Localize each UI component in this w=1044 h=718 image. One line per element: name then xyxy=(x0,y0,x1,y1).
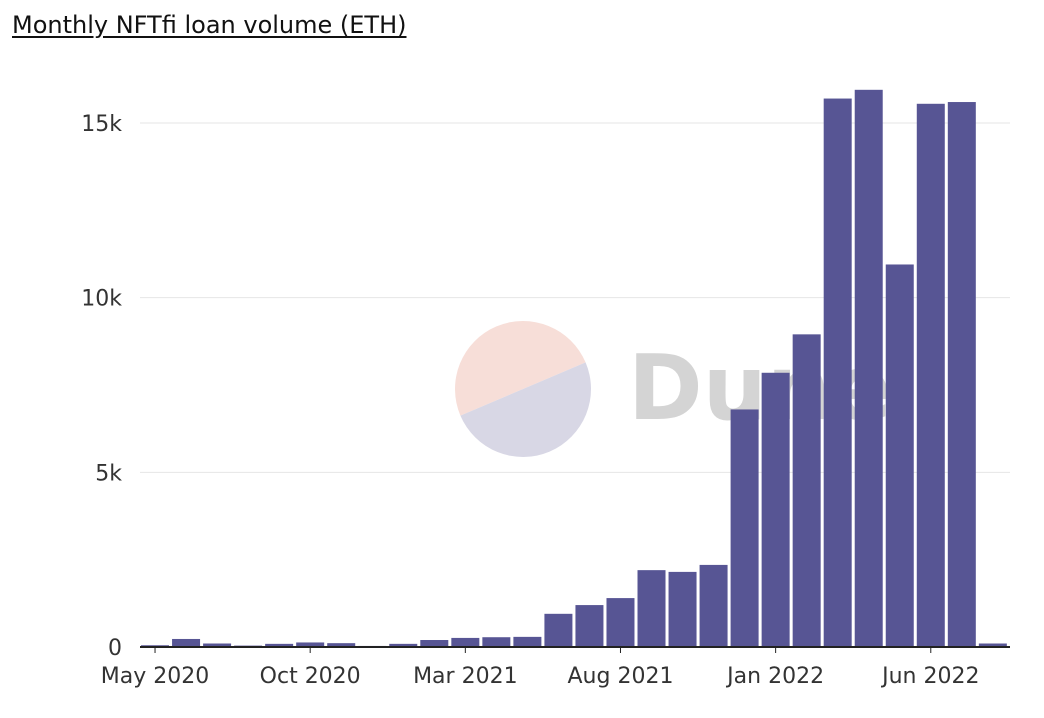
x-tick-label: Jun 2022 xyxy=(880,664,979,689)
bar-jul-2020[interactable] xyxy=(203,643,232,647)
x-tick-label: Mar 2021 xyxy=(413,664,518,689)
dune-logo-bottom-half xyxy=(460,362,591,457)
bar-dec-2021[interactable] xyxy=(730,409,759,647)
bar-jul-2021[interactable] xyxy=(575,605,604,647)
bar-apr-2021[interactable] xyxy=(482,637,511,647)
bar-oct-2021[interactable] xyxy=(668,571,697,647)
bar-jul-2022[interactable] xyxy=(947,102,976,648)
bar-jun-2021[interactable] xyxy=(544,613,573,647)
y-tick-label: 10k xyxy=(81,287,122,312)
bar-feb-2022[interactable] xyxy=(792,334,821,647)
bar-may-2021[interactable] xyxy=(513,636,542,647)
bar-sep-2020[interactable] xyxy=(265,643,294,647)
bar-sep-2021[interactable] xyxy=(637,570,666,647)
bar-aug-2022[interactable] xyxy=(978,643,1007,647)
y-tick-label: 15k xyxy=(81,112,122,137)
bar-mar-2021[interactable] xyxy=(451,637,480,647)
y-tick-label: 5k xyxy=(95,461,122,486)
bar-nov-2020[interactable] xyxy=(327,643,356,647)
bar-apr-2022[interactable] xyxy=(854,89,883,647)
x-tick-label: May 2020 xyxy=(101,664,209,689)
bar-jan-2022[interactable] xyxy=(761,372,790,647)
dune-logo-top-half xyxy=(455,321,586,416)
x-tick-label: Oct 2020 xyxy=(260,664,361,689)
chart-title[interactable]: Monthly NFTfi loan volume (ETH) xyxy=(12,11,407,39)
bar-jun-2020[interactable] xyxy=(172,638,201,647)
y-axis-ticks: 0 5k 10k 15k xyxy=(81,112,122,661)
x-tick-label: Jan 2022 xyxy=(725,664,824,689)
bar-oct-2020[interactable] xyxy=(296,642,325,647)
bar-jun-2022[interactable] xyxy=(916,103,945,647)
bar-aug-2021[interactable] xyxy=(606,598,635,647)
y-tick-label: 0 xyxy=(108,636,122,661)
bar-feb-2021[interactable] xyxy=(420,640,449,647)
bar-may-2022[interactable] xyxy=(885,264,914,647)
bar-nov-2021[interactable] xyxy=(699,564,728,647)
dune-watermark-text: Dune xyxy=(628,336,892,441)
bars xyxy=(141,89,1007,648)
x-tick-label: Aug 2021 xyxy=(568,664,674,689)
x-axis-ticks: May 2020 Oct 2020 Mar 2021 Aug 2021 Jan 2022… xyxy=(101,647,979,689)
bar-mar-2022[interactable] xyxy=(823,98,852,647)
bar-jan-2021[interactable] xyxy=(389,643,418,647)
